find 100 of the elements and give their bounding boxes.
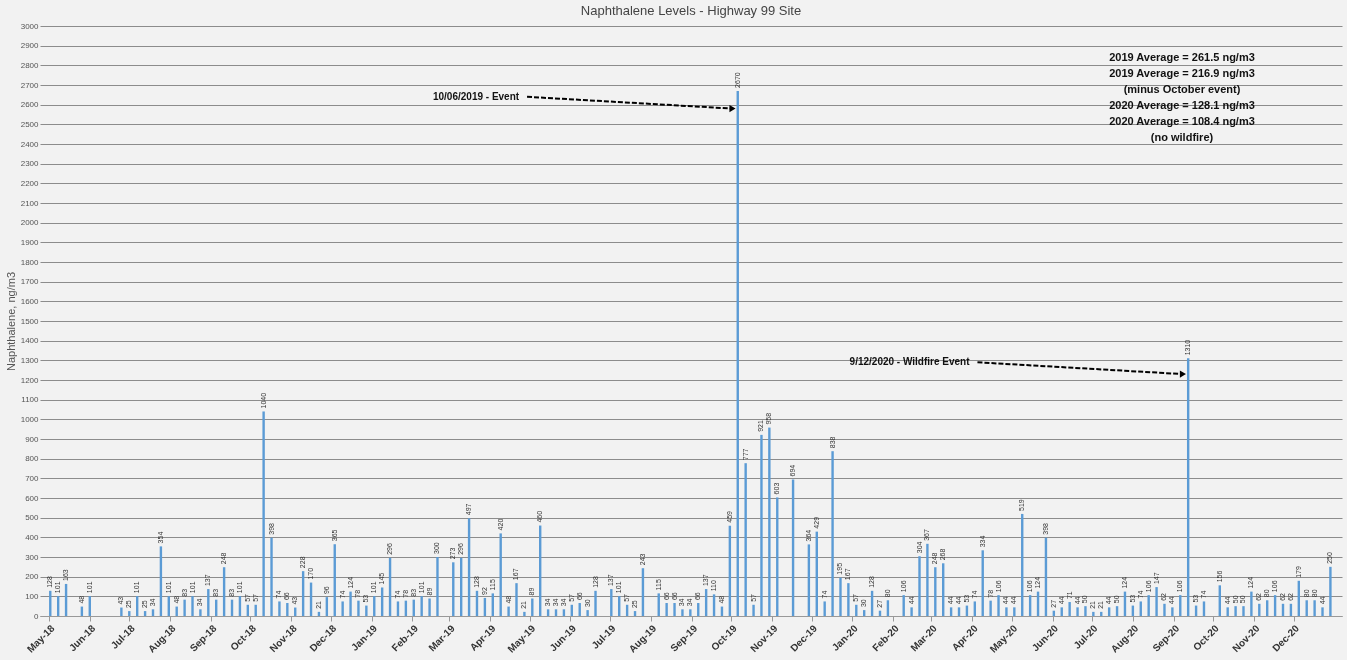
bar bbox=[183, 599, 186, 616]
y-tick-label: 700 bbox=[25, 473, 40, 483]
y-tick-label: 2800 bbox=[20, 60, 40, 70]
y-tick-label: 2700 bbox=[20, 80, 40, 90]
bar bbox=[341, 601, 344, 616]
bar bbox=[934, 567, 937, 616]
y-tick-label: 2000 bbox=[20, 218, 40, 228]
annotation: 2020 Average = 128.1 ng/m3 bbox=[1109, 99, 1255, 111]
bar bbox=[1068, 602, 1071, 616]
bar bbox=[1226, 607, 1229, 616]
y-tick-label: 2600 bbox=[20, 100, 40, 110]
bar bbox=[428, 598, 431, 616]
annotation: 9/12/2020 - Wildfire Event bbox=[849, 356, 971, 368]
y-tick-label: 800 bbox=[25, 454, 40, 464]
y-tick-label: 300 bbox=[25, 552, 40, 562]
chart-title: Naphthalene Levels - Highway 99 Site bbox=[580, 3, 802, 18]
bar bbox=[744, 463, 747, 616]
y-tick-label: 2500 bbox=[20, 119, 40, 129]
y-tick-label: 1600 bbox=[20, 296, 40, 306]
bar bbox=[910, 607, 913, 616]
bar bbox=[665, 603, 668, 616]
bar bbox=[839, 577, 842, 616]
y-tick-label: 400 bbox=[25, 532, 40, 542]
bar bbox=[515, 583, 518, 616]
bar bbox=[1092, 611, 1095, 616]
y-tick-label: 2300 bbox=[20, 159, 40, 169]
y-axis-title: Naphthalene, ng/m3 bbox=[4, 271, 17, 372]
annotation: (minus October event) bbox=[1123, 83, 1241, 95]
y-tick-label: 1800 bbox=[20, 257, 40, 267]
y-tick-label: 900 bbox=[25, 434, 40, 444]
y-tick-label: 0 bbox=[34, 611, 40, 621]
bar bbox=[673, 603, 676, 616]
bar bbox=[507, 606, 510, 616]
bar bbox=[436, 557, 439, 616]
y-tick-label: 600 bbox=[25, 493, 40, 503]
bar bbox=[270, 537, 273, 616]
bar bbox=[420, 596, 423, 616]
bar bbox=[1234, 606, 1237, 616]
y-tick-label: 500 bbox=[25, 513, 40, 523]
bar bbox=[278, 601, 281, 616]
bar bbox=[586, 610, 589, 616]
bar bbox=[523, 611, 526, 616]
y-tick-label: 1900 bbox=[20, 237, 40, 247]
bar bbox=[997, 595, 1000, 616]
y-tick-label: 1300 bbox=[20, 355, 40, 365]
bar bbox=[689, 609, 692, 616]
bar bbox=[1013, 607, 1016, 616]
bar bbox=[1321, 607, 1324, 616]
annotation: (no wildfire) bbox=[1150, 131, 1214, 143]
annotation: 10/06/2019 - Event bbox=[432, 90, 520, 102]
y-tick-label: 1100 bbox=[21, 395, 40, 405]
y-tick-label: 2200 bbox=[20, 178, 40, 188]
bar bbox=[1005, 607, 1008, 616]
y-tick-label: 1500 bbox=[20, 316, 40, 326]
bar bbox=[760, 434, 763, 616]
bar bbox=[831, 451, 834, 616]
y-tick-label: 3000 bbox=[20, 21, 40, 31]
bar bbox=[768, 427, 771, 616]
bar bbox=[207, 589, 210, 616]
bar bbox=[286, 603, 289, 616]
annotation: 2020 Average = 108.4 ng/m3 bbox=[1109, 115, 1255, 127]
annotation: 2019 Average = 261.5 ng/m3 bbox=[1109, 51, 1255, 63]
bar bbox=[120, 607, 123, 616]
bar bbox=[1076, 607, 1079, 616]
bar bbox=[1242, 606, 1245, 616]
y-tick-label: 200 bbox=[25, 572, 40, 582]
y-tick-label: 1000 bbox=[20, 414, 40, 424]
bar bbox=[199, 609, 202, 616]
bar bbox=[262, 411, 265, 616]
bar bbox=[1250, 591, 1253, 616]
bar bbox=[1171, 607, 1174, 616]
bar bbox=[1163, 603, 1166, 616]
y-tick-label: 1400 bbox=[20, 336, 40, 346]
bar bbox=[1147, 595, 1150, 616]
bar bbox=[594, 590, 597, 616]
bar bbox=[1084, 606, 1087, 616]
bar bbox=[1329, 566, 1332, 616]
bar bbox=[349, 591, 352, 616]
y-tick-label: 1200 bbox=[20, 375, 40, 385]
bar bbox=[499, 533, 502, 616]
bar bbox=[902, 595, 905, 616]
y-tick-label: 100 bbox=[25, 591, 40, 601]
bar bbox=[752, 604, 755, 616]
y-tick-label: 1700 bbox=[20, 277, 40, 287]
bar bbox=[823, 601, 826, 616]
bar bbox=[989, 600, 992, 616]
bar bbox=[1155, 587, 1158, 616]
y-tick-label: 2400 bbox=[20, 139, 40, 149]
bar bbox=[918, 556, 921, 616]
bar bbox=[926, 543, 929, 616]
bar bbox=[847, 583, 850, 616]
bar bbox=[1313, 600, 1316, 616]
annotation: 2019 Average = 216.9 ng/m3 bbox=[1109, 67, 1255, 79]
y-tick-label: 2900 bbox=[20, 41, 40, 51]
bar bbox=[681, 609, 684, 616]
bar bbox=[610, 589, 613, 616]
bar bbox=[365, 605, 368, 616]
bar bbox=[191, 596, 194, 616]
bar bbox=[357, 600, 360, 616]
y-tick-label: 2100 bbox=[20, 198, 40, 208]
